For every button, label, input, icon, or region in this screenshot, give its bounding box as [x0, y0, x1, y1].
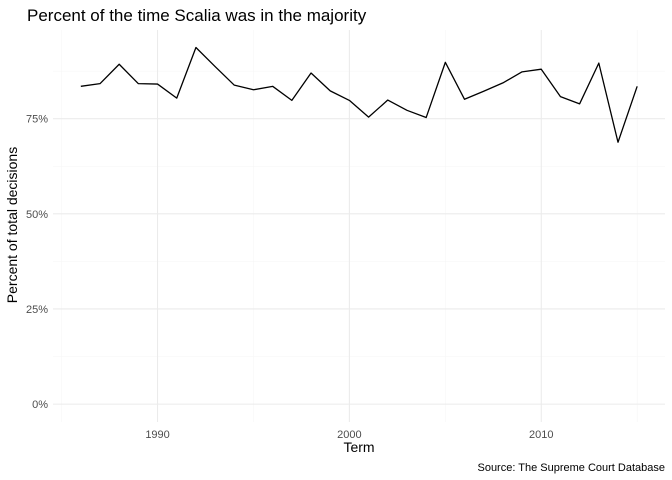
- x-axis-tick-labels: 1990 2000 2010: [145, 429, 553, 441]
- x-tick-label: 1990: [145, 429, 169, 441]
- series-line: [80, 46, 638, 143]
- y-axis-tick-labels: 0% 25% 50% 75%: [26, 114, 48, 411]
- x-axis-title: Term: [343, 439, 374, 455]
- x-tick-label: 2000: [337, 429, 361, 441]
- grid-lines: [53, 30, 665, 422]
- y-tick-label: 0%: [32, 399, 48, 411]
- y-tick-label: 50%: [26, 209, 48, 221]
- x-tick-label: 2010: [529, 429, 553, 441]
- chart-title: Percent of the time Scalia was in the ma…: [27, 6, 367, 25]
- caption: Source: The Supreme Court Database: [477, 462, 665, 474]
- y-tick-label: 25%: [26, 304, 48, 316]
- y-axis-title: Percent of total decisions: [4, 147, 20, 303]
- series-lines: [80, 46, 638, 143]
- y-tick-label: 75%: [26, 114, 48, 126]
